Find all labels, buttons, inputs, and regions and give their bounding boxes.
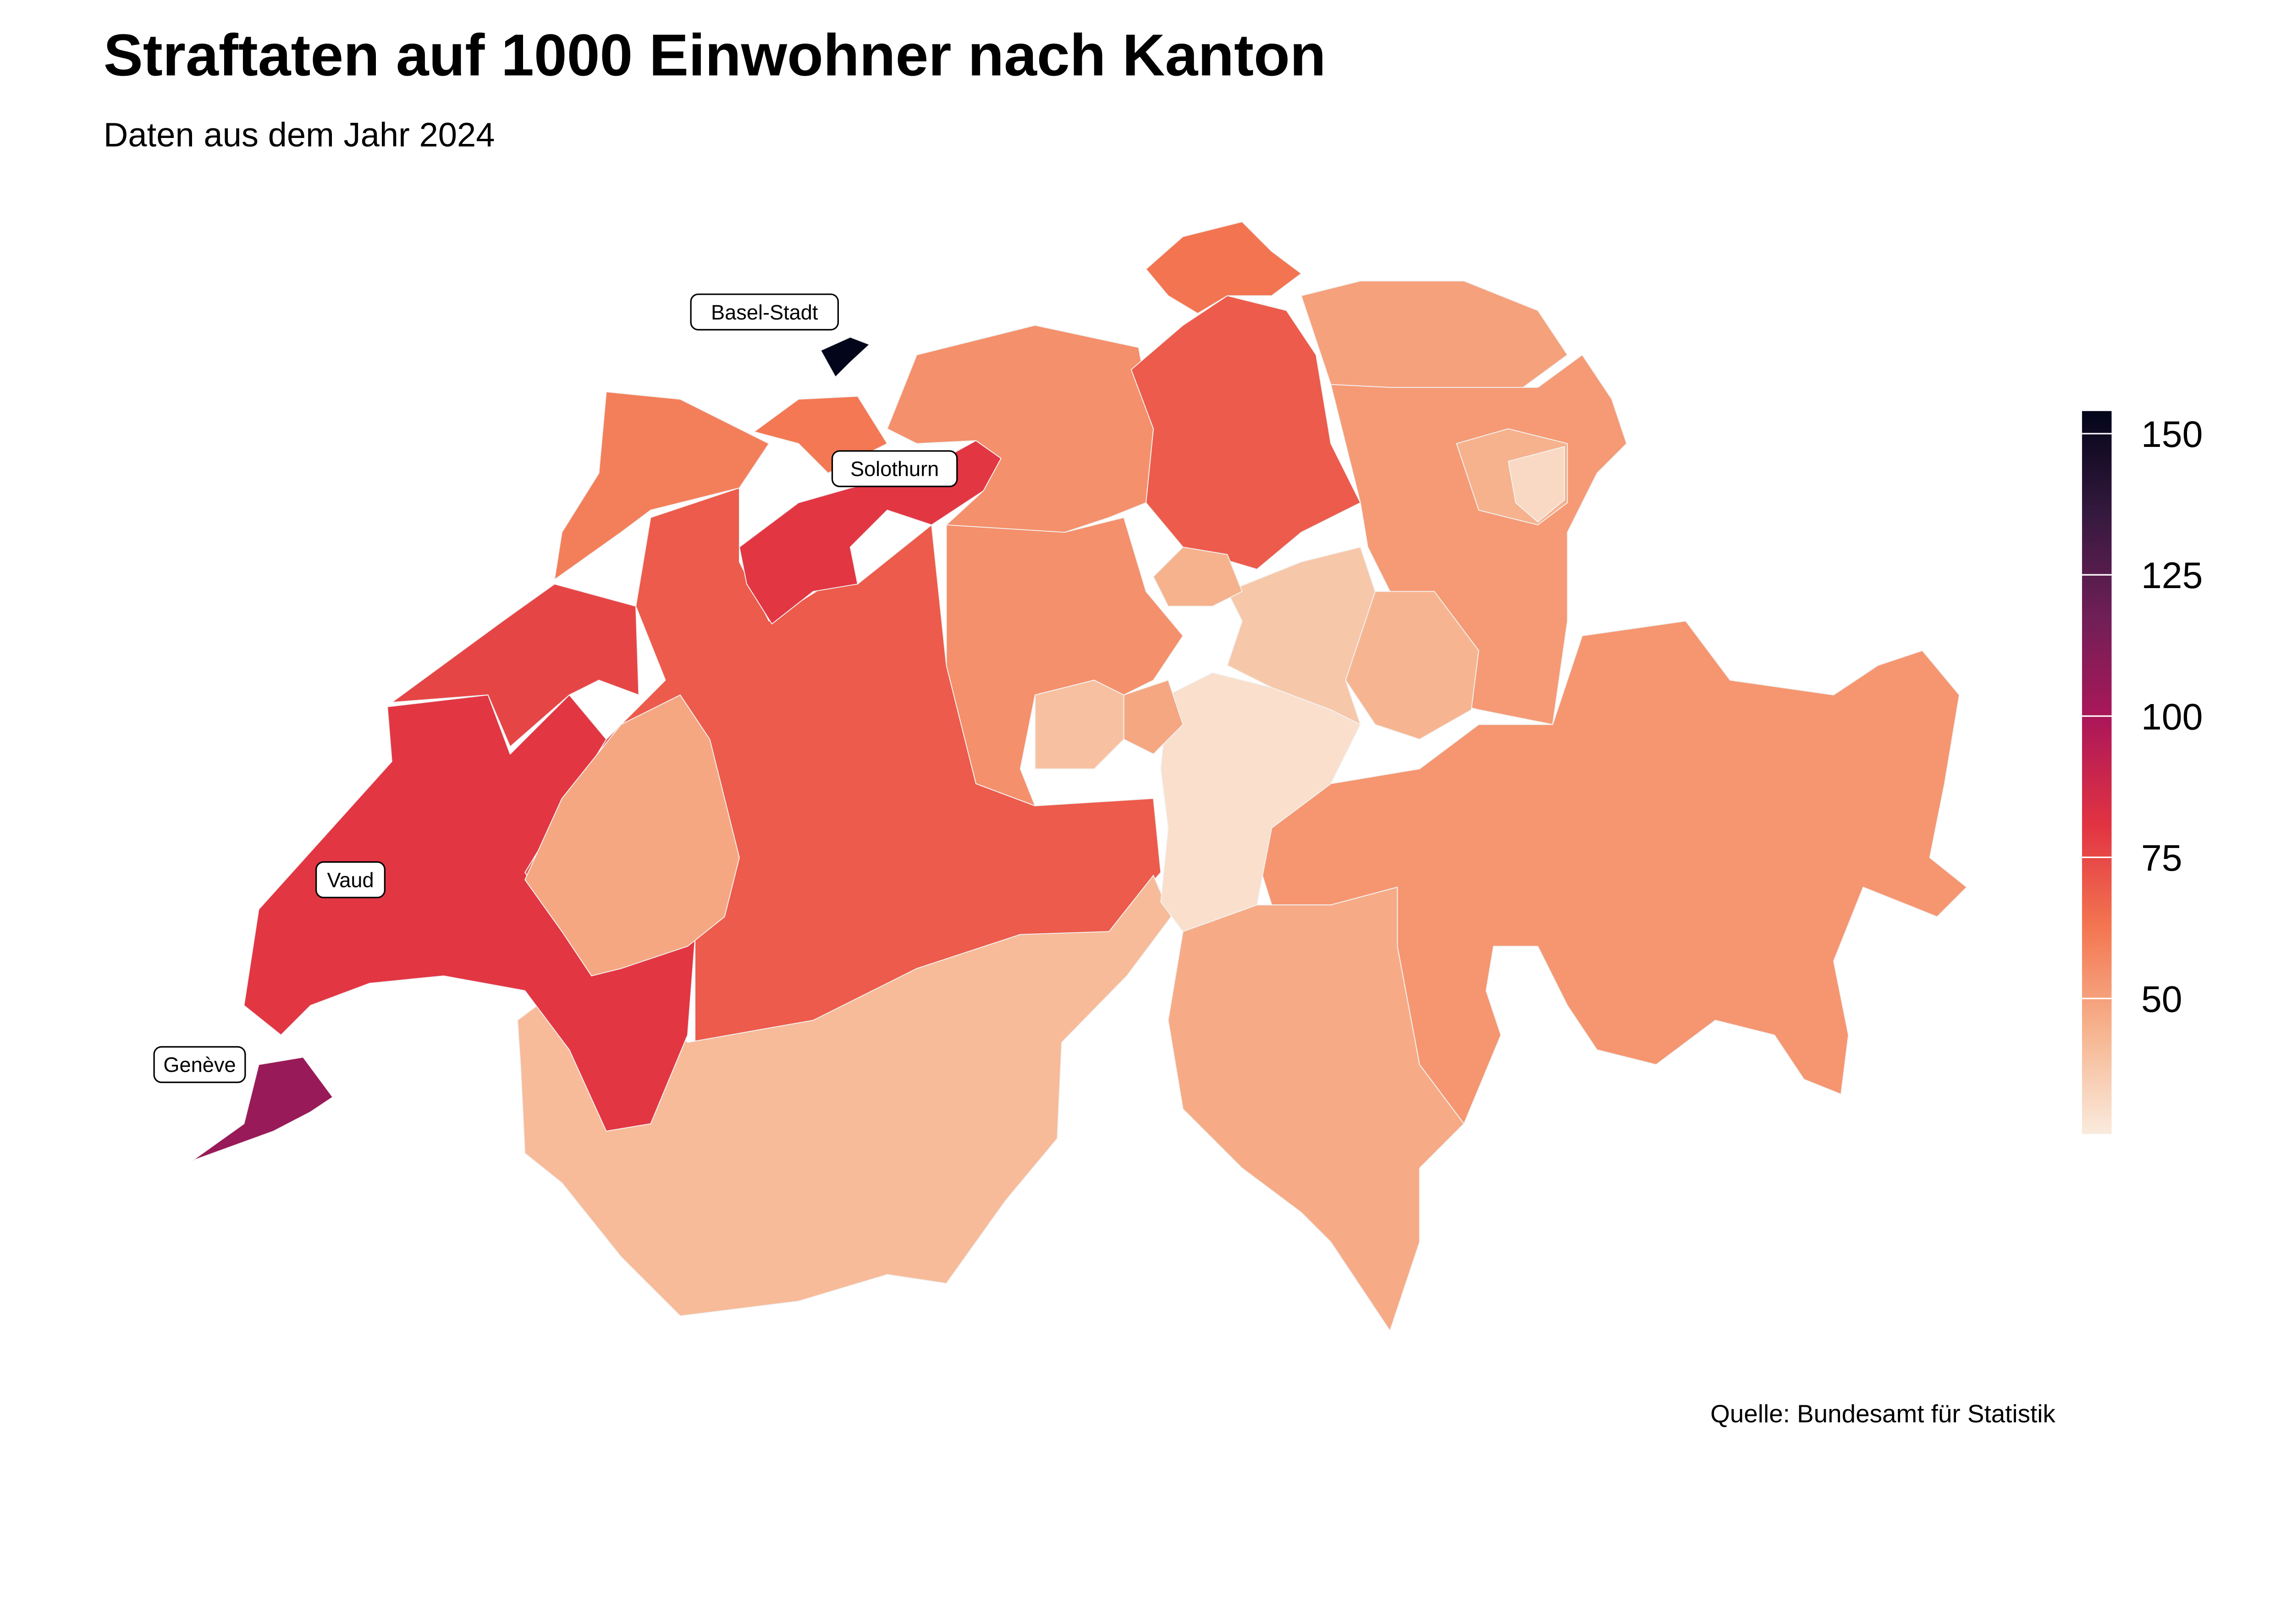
colorbar-tick-label: 50 <box>2141 979 2182 1020</box>
choropleth-map: Straftaten auf 1000 Einwohner nach Kanto… <box>104 22 2203 1428</box>
label-text: Genève <box>163 1053 236 1077</box>
label-text: Vaud <box>327 868 374 892</box>
label-box <box>690 293 839 330</box>
label-box <box>315 861 386 898</box>
colorbar-legend: 50 75 100 125 150 <box>2082 411 2203 1134</box>
canton-jura <box>554 391 770 580</box>
colorbar <box>2082 411 2112 1134</box>
canton-layer <box>192 221 1967 1332</box>
chart-title: Straftaten auf 1000 Einwohner nach Kanto… <box>104 22 1326 88</box>
canton-appenzell-innerrhoden <box>1508 446 1565 523</box>
label-box <box>831 450 958 487</box>
canton-glarus <box>1345 591 1479 740</box>
colorbar-tick-label: 150 <box>2141 414 2203 455</box>
source-caption: Quelle: Bundesamt für Statistik <box>1710 1399 2055 1428</box>
canton-schaffhausen <box>1146 221 1302 314</box>
map-label: Solothurn <box>831 450 958 487</box>
canton-ticino <box>1168 886 1465 1332</box>
canton-obwalden <box>1035 679 1124 770</box>
canton-basel-stadt <box>820 336 870 378</box>
canton-nidwalden <box>1123 679 1184 755</box>
colorbar-tick-label: 100 <box>2141 696 2203 738</box>
map-label: Vaud <box>315 861 386 898</box>
canton-valais <box>517 875 1172 1316</box>
map-label: Genève <box>153 1046 246 1083</box>
label-layer: Basel-Stadt Solothurn Vaud Genève <box>153 293 958 1083</box>
map-label: Basel-Stadt <box>690 293 839 330</box>
canton-thurgau <box>1300 280 1568 392</box>
chart-subtitle: Daten aus dem Jahr 2024 <box>104 116 495 154</box>
label-text: Solothurn <box>850 457 939 481</box>
canton-schwyz <box>1227 546 1376 725</box>
colorbar-tick-label: 75 <box>2141 837 2182 879</box>
colorbar-tick-label: 125 <box>2141 555 2203 596</box>
label-text: Basel-Stadt <box>711 301 818 324</box>
canton-fribourg <box>524 694 740 976</box>
label-box <box>153 1046 246 1083</box>
canton-neuch-tel <box>391 584 639 747</box>
canton-gen-ve <box>192 1057 333 1162</box>
canton-zug <box>1153 546 1243 607</box>
